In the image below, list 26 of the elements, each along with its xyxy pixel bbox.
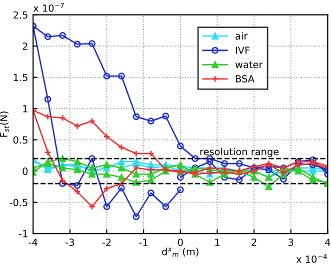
- x-tick-label: -1: [139, 238, 148, 246]
- y-tick-label: 1.5: [14, 74, 28, 82]
- x-tick-label: -3: [66, 238, 74, 246]
- y-tick-label: -0.5: [10, 198, 28, 206]
- x-tick-label: 2: [252, 238, 256, 246]
- y-tick-label: 2.5: [13, 11, 28, 19]
- x-tick-label: -4: [28, 238, 38, 246]
- x-tick-label: 3: [288, 238, 294, 246]
- legend-label: air: [236, 32, 248, 40]
- y-axis-title: F$_{st}$(N): [0, 112, 9, 137]
- text: x 10$^{−4}$: [296, 254, 327, 263]
- x-axis-title: d$^{x}$$_{m}$ (m): [162, 248, 198, 257]
- x-tick-label: 0: [178, 238, 183, 246]
- y-tick-label: 0.5: [13, 136, 28, 144]
- y-tick-label: 0: [22, 168, 28, 175]
- y-tick-label: 2: [22, 42, 28, 50]
- y-tick-label: -1: [19, 230, 28, 238]
- legend-label: BSA: [236, 75, 254, 82]
- y-tick-label: 1: [23, 105, 28, 112]
- x-tick-label: 4: [325, 238, 330, 246]
- x-tick-label: 1: [215, 238, 220, 246]
- text: x 10$^{−7}$: [33, 2, 64, 12]
- legend-label: IVF: [236, 46, 250, 54]
- x-tick-label: -2: [102, 238, 111, 246]
- legend-label: water: [235, 61, 263, 68]
- annotation: resolution range: [200, 148, 279, 158]
